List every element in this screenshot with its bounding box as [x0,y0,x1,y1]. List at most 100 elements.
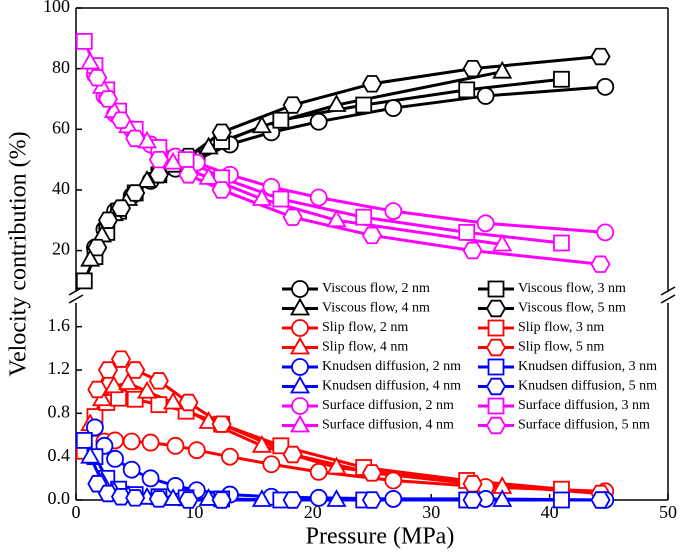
marker [458,81,476,99]
marker [110,488,132,506]
marker [103,375,124,394]
legend-label: Surface diffusion, 3 nm [518,398,650,413]
marker [211,181,232,199]
marker [211,415,232,433]
y-tick-label: 80 [52,57,70,77]
legend-label: Knudsen diffusion, 4 nm [322,379,461,394]
marker [462,241,483,260]
marker [355,96,373,114]
marker [163,151,184,170]
marker [309,462,328,481]
marker [141,433,160,452]
marker [361,464,383,482]
marker [596,77,615,96]
y-tick-label: 0.4 [48,445,71,465]
legend-marker [487,397,505,415]
legend-label: Slip flow, 5 nm [518,340,604,355]
marker [198,166,219,185]
marker [590,255,611,273]
marker [462,59,483,78]
marker [282,208,303,226]
marker [163,391,184,410]
marker [462,491,483,509]
marker [384,99,403,117]
y-tick-label: 60 [52,117,70,137]
legend-marker [487,358,505,376]
marker [110,111,132,129]
marker [384,202,403,221]
marker [178,393,199,412]
marker [178,491,199,509]
marker [384,490,403,508]
x-tick-label: 20 [304,502,322,522]
marker [272,190,290,208]
legend-marker [289,375,311,394]
marker [110,350,132,368]
marker [590,491,611,509]
marker [122,432,141,451]
marker [282,445,303,464]
marker [282,491,303,509]
marker [326,456,347,475]
legend-marker [291,397,309,415]
axis-break [660,286,676,296]
marker [80,445,101,464]
marker [553,70,570,88]
marker [326,209,347,228]
legend-label: Slip flow, 4 nm [322,340,408,355]
marker [125,361,146,379]
marker [87,380,108,399]
legend-marker [485,299,507,318]
marker [125,129,146,148]
marker [177,151,195,169]
marker [309,188,328,207]
marker [462,475,483,493]
marker [80,248,101,267]
marker [384,471,403,490]
marker [198,136,219,155]
marker [97,211,119,229]
marker [326,94,347,112]
legend-marker [485,338,507,357]
x-tick-label: 50 [659,502,677,522]
marker [148,490,169,508]
marker [458,223,476,241]
marker [476,87,495,105]
marker [553,491,570,509]
marker [553,234,570,252]
marker [361,491,383,509]
marker [87,69,108,87]
marker [361,226,383,245]
marker [211,491,232,509]
marker [150,396,168,414]
y-tick-label: 1.6 [48,315,71,335]
marker [80,51,101,70]
legend-label: Surface diffusion, 2 nm [322,398,454,413]
axis-break [68,294,84,304]
marker [136,170,158,188]
marker [251,489,272,507]
marker [75,432,93,449]
marker [272,111,290,129]
legend-marker [485,377,507,396]
marker [97,361,119,379]
legend-marker [487,319,505,337]
legend-label: Knudsen diffusion, 2 nm [322,359,461,374]
legend-label: Slip flow, 3 nm [518,320,604,335]
marker [125,489,146,507]
y-tick-label: 0.0 [48,488,71,508]
legend-marker [291,319,309,337]
y-tick-label: 100 [43,0,70,16]
x-axis-label: Pressure (MPa) [306,524,455,550]
marker [355,208,373,226]
legend-label: Viscous flow, 3 nm [518,281,626,296]
y-tick-label: 20 [52,239,70,259]
x-tick-label: 0 [72,502,81,522]
legend-marker [485,416,507,435]
marker [282,96,303,114]
marker [141,469,160,488]
marker [221,447,239,466]
legend-marker [289,336,311,355]
legend-label: Surface diffusion, 5 nm [518,418,650,433]
marker [148,150,169,169]
